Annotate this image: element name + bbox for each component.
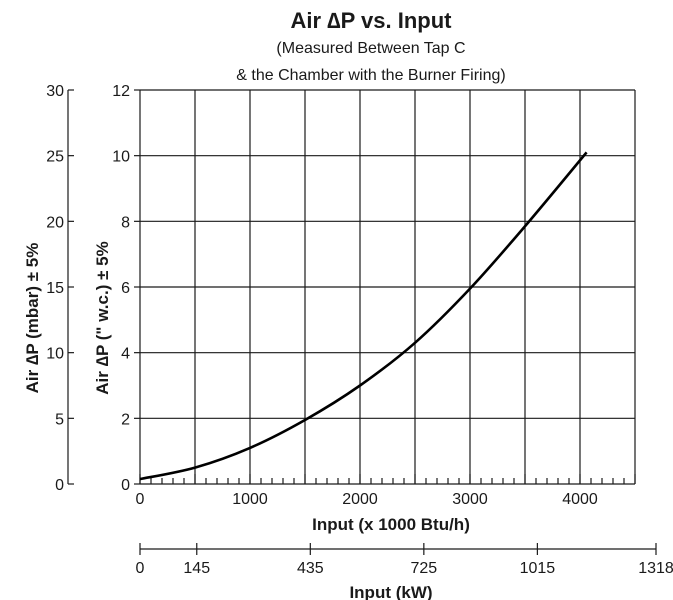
chart-subtitle-line-2: & the Chamber with the Burner Firing)	[236, 67, 505, 84]
kw-tick-label: 0	[136, 560, 145, 577]
x-tick-label: 0	[136, 491, 145, 508]
grid	[140, 89, 636, 484]
x-tick-label: 4000	[562, 491, 598, 508]
y-tick-label: 4	[121, 346, 130, 363]
y2-tick-label: 25	[46, 149, 64, 166]
y-tick-label: 8	[121, 214, 130, 231]
y2-tick-label: 20	[46, 214, 64, 231]
y-axis-secondary-label: Air ∆P (mbar) ± 5%	[23, 243, 42, 394]
kw-tick-label: 145	[183, 560, 210, 577]
axes	[67, 89, 657, 555]
y2-tick-label: 0	[55, 477, 64, 494]
y-tick-label: 6	[121, 280, 130, 297]
kw-tick-label: 1318	[638, 560, 673, 577]
kw-tick-label: 1015	[520, 560, 556, 577]
series	[139, 151, 588, 481]
x-tick-label: 1000	[232, 491, 268, 508]
y-tick-label: 2	[121, 411, 130, 428]
y-tick-label: 12	[112, 83, 130, 100]
y-tick-label: 0	[121, 477, 130, 494]
chart-subtitle-line-1: (Measured Between Tap C	[276, 40, 465, 57]
chart-title: Air ∆P vs. Input	[291, 8, 453, 33]
x-axis-secondary-label: Input (kW)	[349, 583, 432, 600]
y-axis-label: Air ∆P (" w.c.) ± 5%	[93, 241, 112, 394]
kw-tick-label: 725	[410, 560, 437, 577]
x-axis-label: Input (x 1000 Btu/h)	[312, 515, 470, 534]
kw-tick-label: 435	[297, 560, 324, 577]
y2-tick-label: 30	[46, 83, 64, 100]
y2-tick-label: 10	[46, 346, 64, 363]
y2-tick-label: 5	[55, 411, 64, 428]
x-tick-label: 3000	[452, 491, 488, 508]
x-tick-label: 2000	[342, 491, 378, 508]
y-tick-label: 10	[112, 149, 130, 166]
y2-tick-label: 15	[46, 280, 64, 297]
series-line	[139, 151, 588, 481]
